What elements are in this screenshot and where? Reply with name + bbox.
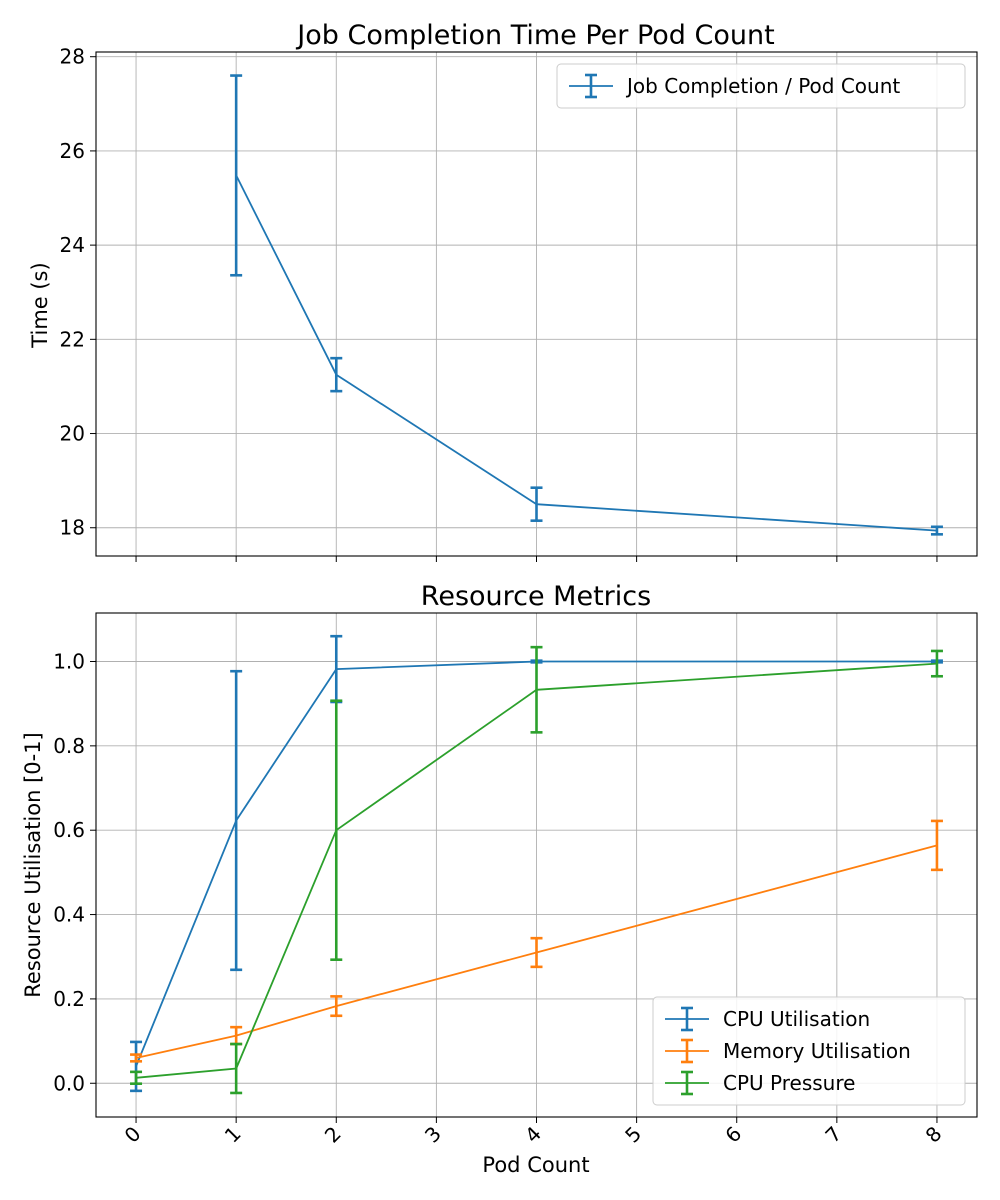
legend-box bbox=[652, 996, 966, 1106]
y-tick-label: 0.4 bbox=[53, 903, 85, 927]
axes-frame bbox=[95, 612, 978, 1118]
legend-label: CPU Utilisation bbox=[723, 1007, 870, 1031]
y-tick-label: 0.8 bbox=[53, 734, 85, 758]
legend-label: Memory Utilisation bbox=[723, 1039, 911, 1063]
legend-label: Job Completion / Pod Count bbox=[625, 74, 900, 98]
y-tick-label: 22 bbox=[60, 327, 85, 351]
y-tick-label: 0.2 bbox=[53, 987, 85, 1011]
legend-box bbox=[556, 63, 966, 109]
y-tick-label: 1.0 bbox=[53, 650, 85, 674]
chart-title: Job Completion Time Per Pod Count bbox=[295, 20, 774, 51]
y-tick-label: 26 bbox=[60, 139, 85, 163]
y-axis-label: Time (s) bbox=[28, 262, 52, 348]
legend-label: CPU Pressure bbox=[723, 1071, 855, 1095]
series-line bbox=[235, 174, 938, 532]
y-tick-label: 0.0 bbox=[53, 1071, 85, 1095]
y-axis-label: Resource Utilisation [0-1] bbox=[21, 732, 45, 997]
job-completion-chart: Job Completion Time Per Pod Count Time (… bbox=[28, 20, 978, 562]
y-tick-label: 0.6 bbox=[53, 818, 85, 842]
y-tick-label: 24 bbox=[60, 233, 85, 257]
y-tick-label: 18 bbox=[60, 516, 85, 540]
axes-frame bbox=[95, 51, 978, 557]
y-tick-label: 28 bbox=[60, 45, 85, 69]
y-tick-label: 20 bbox=[60, 422, 85, 446]
chart-title: Resource Metrics bbox=[421, 581, 651, 612]
x-axis-label: Pod Count bbox=[482, 1153, 589, 1177]
